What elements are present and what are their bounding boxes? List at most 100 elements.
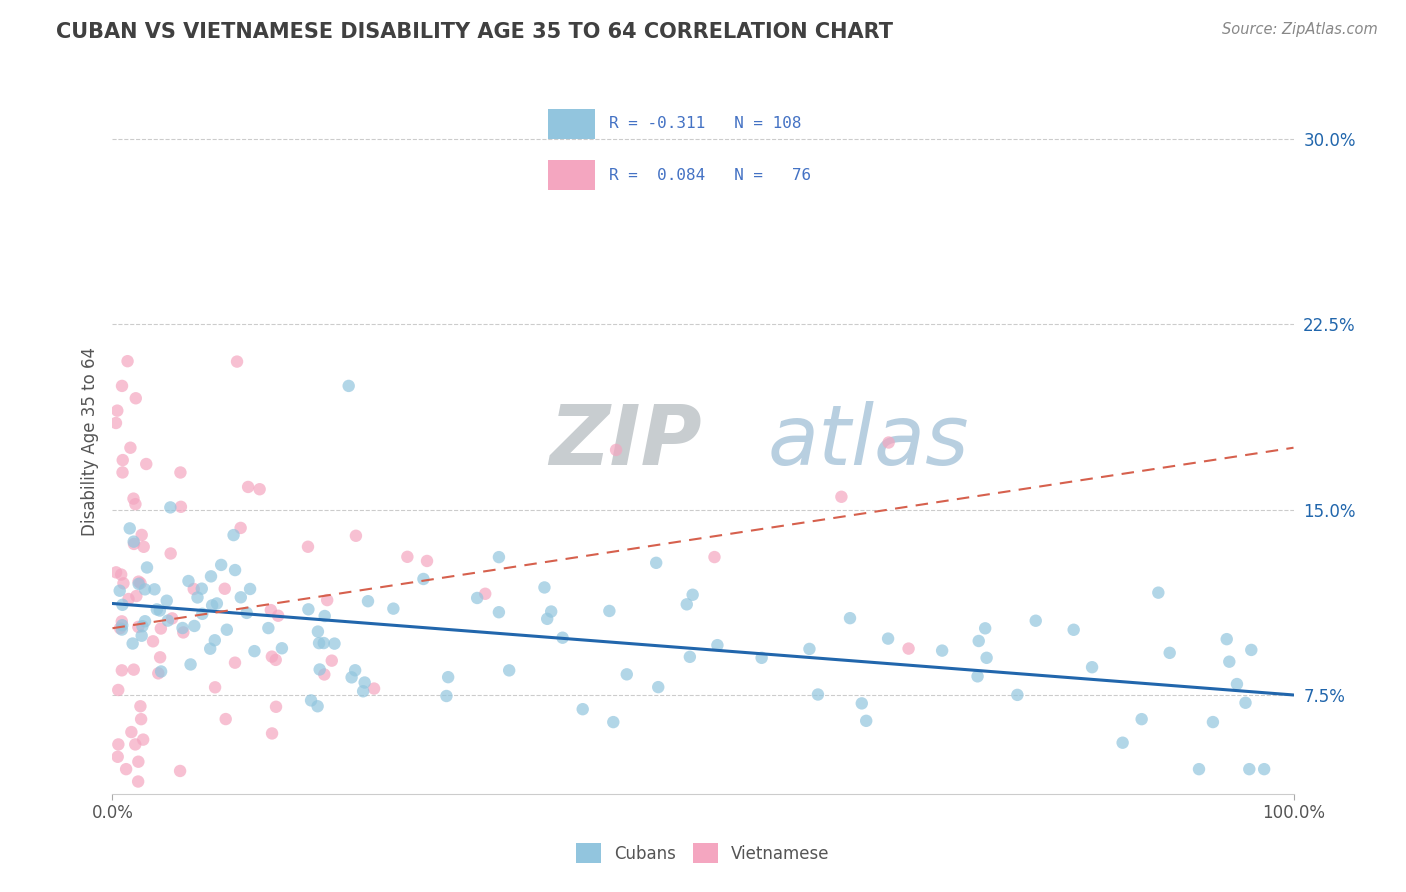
Point <box>127 755 149 769</box>
Point <box>353 675 375 690</box>
Point <box>703 550 725 565</box>
Point <box>540 605 562 619</box>
Point <box>1063 623 1085 637</box>
Point <box>111 664 134 678</box>
Point <box>536 612 558 626</box>
Point <box>149 603 172 617</box>
Point <box>751 650 773 665</box>
Point <box>1025 614 1047 628</box>
Point <box>236 480 259 494</box>
Point <box>115 762 138 776</box>
Point <box>111 453 134 467</box>
Point <box>124 497 146 511</box>
Text: atlas: atlas <box>768 401 970 482</box>
Point <box>344 663 367 677</box>
Point <box>1147 585 1170 599</box>
Point <box>974 621 997 635</box>
Point <box>260 649 283 664</box>
Point <box>122 491 145 506</box>
Point <box>340 670 363 684</box>
Point <box>931 643 953 657</box>
Point <box>307 699 329 714</box>
Point <box>307 624 329 639</box>
Point <box>1240 643 1263 657</box>
Point <box>267 608 290 623</box>
Point <box>308 636 330 650</box>
FancyBboxPatch shape <box>548 109 595 138</box>
Point <box>128 574 150 589</box>
Point <box>312 636 335 650</box>
Point <box>108 583 131 598</box>
Point <box>297 602 319 616</box>
Point <box>122 534 145 549</box>
Point <box>111 623 134 637</box>
Point <box>159 500 181 515</box>
Point <box>436 689 458 703</box>
Point <box>127 620 149 634</box>
Point <box>498 664 520 678</box>
Point <box>1218 655 1240 669</box>
Point <box>249 482 271 496</box>
Point <box>148 666 170 681</box>
Point <box>851 697 873 711</box>
Point <box>224 656 246 670</box>
Point <box>110 567 132 582</box>
Point <box>226 354 249 368</box>
Point <box>598 604 620 618</box>
Point <box>118 521 141 535</box>
Point <box>143 582 166 597</box>
Point <box>131 629 153 643</box>
Point <box>107 683 129 698</box>
Point <box>1130 712 1153 726</box>
Point <box>180 657 202 672</box>
Point <box>177 574 200 588</box>
Point <box>976 650 998 665</box>
Point <box>183 582 205 596</box>
Point <box>474 587 496 601</box>
Point <box>297 540 319 554</box>
Point <box>437 670 460 684</box>
Point <box>488 550 510 565</box>
Legend: Cubans, Vietnamese: Cubans, Vietnamese <box>569 837 837 870</box>
Point <box>111 466 134 480</box>
Point <box>551 631 574 645</box>
Text: Source: ZipAtlas.com: Source: ZipAtlas.com <box>1222 22 1378 37</box>
Point <box>111 379 134 393</box>
Point <box>204 681 226 695</box>
Point <box>200 569 222 583</box>
Point <box>533 581 555 595</box>
Point <box>1111 736 1133 750</box>
Point <box>323 637 346 651</box>
Point <box>169 466 191 480</box>
Point <box>260 726 283 740</box>
Point <box>602 715 624 730</box>
Point <box>1253 762 1275 776</box>
Point <box>1215 632 1237 647</box>
Point <box>132 540 155 554</box>
Point <box>357 594 380 608</box>
Point <box>136 560 159 574</box>
Point <box>170 500 193 514</box>
Point <box>125 391 148 405</box>
Text: R = -0.311   N = 108: R = -0.311 N = 108 <box>609 116 801 131</box>
Point <box>352 684 374 698</box>
Point <box>344 529 367 543</box>
Point <box>1007 688 1029 702</box>
Point <box>1239 762 1261 776</box>
Point <box>149 622 172 636</box>
Point <box>156 593 179 607</box>
Point <box>877 632 900 646</box>
Point <box>209 558 232 572</box>
Point <box>129 699 152 714</box>
Point <box>105 403 128 417</box>
Point <box>172 621 194 635</box>
Point <box>264 653 287 667</box>
Point <box>855 714 877 728</box>
Point <box>104 416 127 430</box>
Point <box>117 592 139 607</box>
Point <box>191 582 214 596</box>
Point <box>215 623 238 637</box>
Point <box>271 641 294 656</box>
Point <box>647 680 669 694</box>
Point <box>316 593 339 607</box>
